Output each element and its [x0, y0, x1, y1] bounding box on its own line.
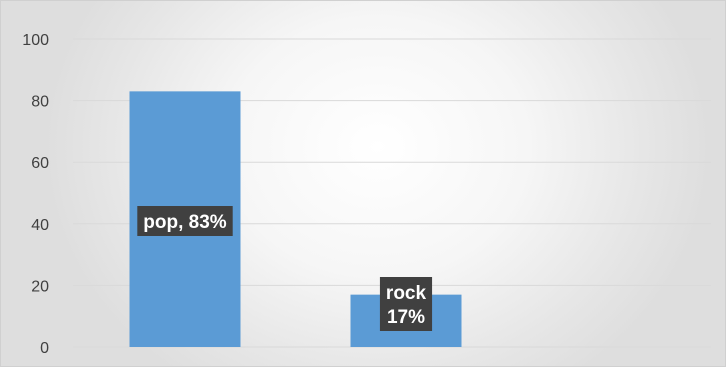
data-label-text: rock	[386, 283, 427, 304]
data-labels: pop, 83% rock 17%	[137, 206, 433, 331]
y-tick-label: 0	[40, 340, 49, 357]
y-tick-label: 20	[31, 278, 49, 295]
y-tick-label: 40	[31, 217, 49, 234]
y-tick-label: 80	[31, 94, 49, 111]
y-tick-label: 60	[31, 155, 49, 172]
data-label-text: pop, 83%	[143, 212, 227, 233]
data-label-box	[137, 206, 233, 236]
data-label-rock: rock 17%	[379, 277, 433, 331]
y-axis-tick-labels: 0 20 40 60 80 100	[22, 32, 49, 357]
data-label-pop: pop, 83%	[137, 206, 233, 236]
y-tick-label: 100	[22, 32, 49, 49]
data-label-box	[379, 277, 433, 331]
data-label-text: 17%	[387, 307, 425, 328]
